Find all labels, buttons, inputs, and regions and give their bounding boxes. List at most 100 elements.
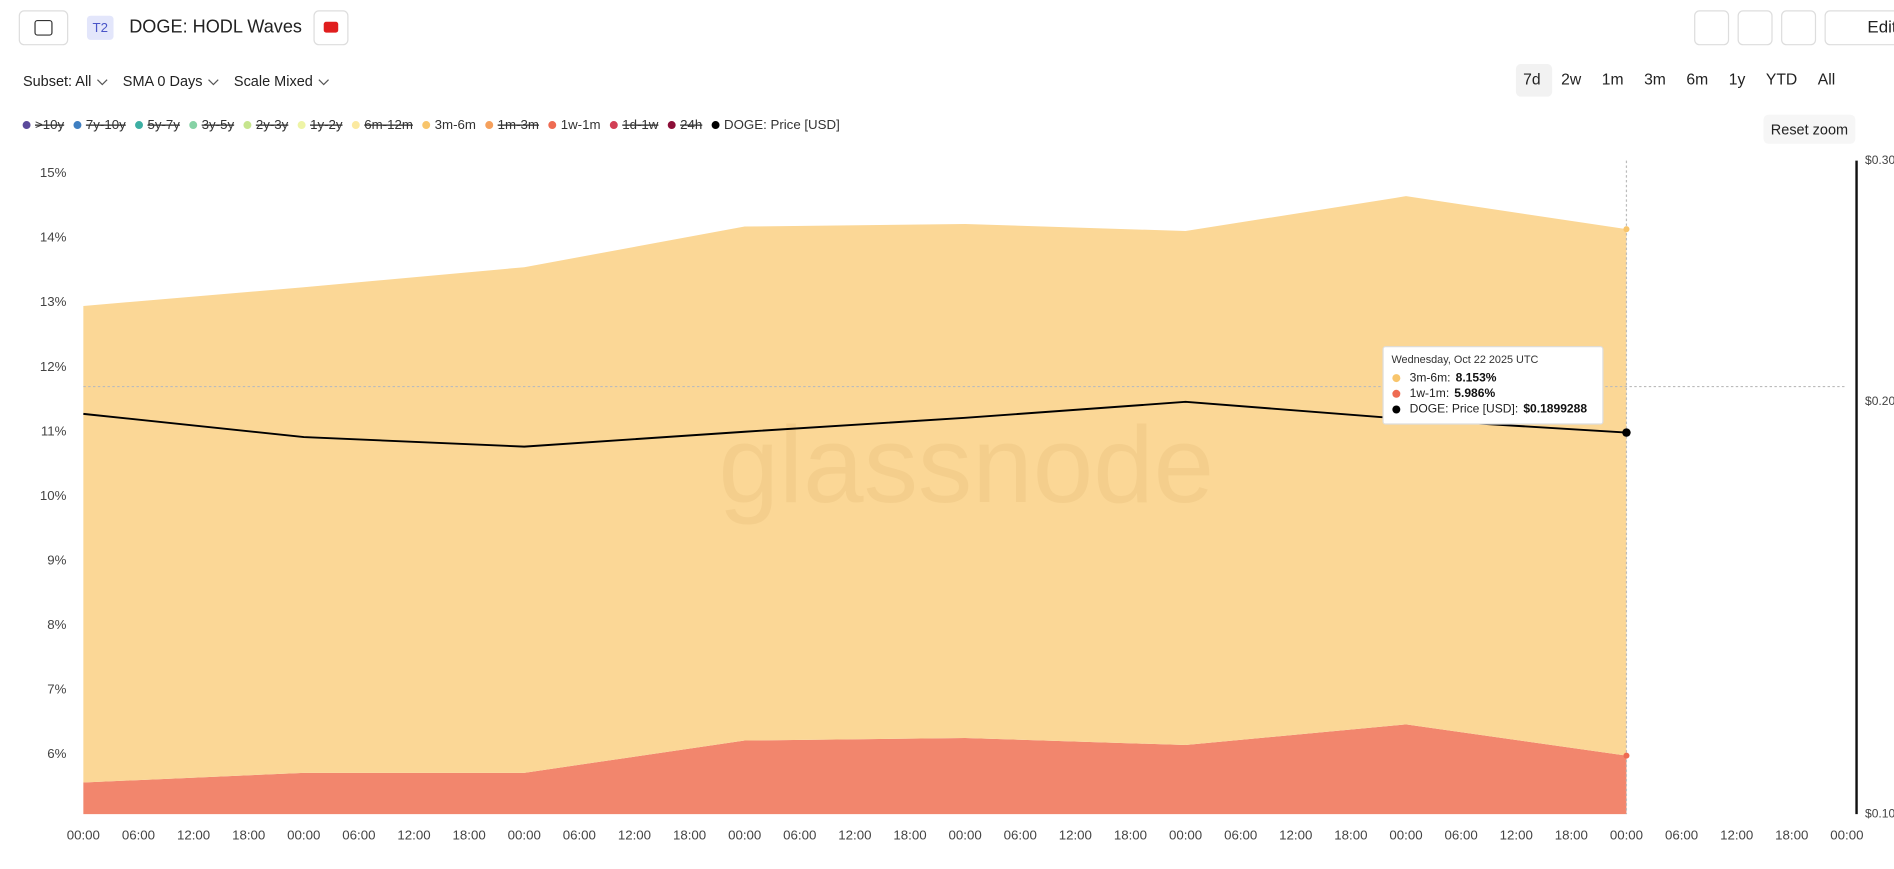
legend-dot: [351, 121, 360, 130]
legend-dot: [189, 121, 198, 130]
legend-item[interactable]: 1m-3m: [498, 117, 539, 132]
legend-item[interactable]: 1w-1m: [561, 117, 601, 132]
x-tick-label: 00:00: [1169, 827, 1202, 842]
x-tick-label: 06:00: [1004, 827, 1037, 842]
x-tick-label: 06:00: [122, 827, 155, 842]
tooltip-value: 5.986%: [1454, 386, 1495, 400]
hover-dot: [1622, 428, 1631, 437]
star-button[interactable]: [1694, 10, 1730, 46]
edit-button[interactable]: [1824, 10, 1894, 46]
x-tick-label: 00:00: [949, 827, 982, 842]
x-tick-label: 06:00: [783, 827, 816, 842]
range-button[interactable]: All: [1818, 71, 1835, 88]
legend-item[interactable]: 1d-1w: [622, 117, 659, 132]
x-tick-label: 06:00: [1224, 827, 1257, 842]
x-tick-label: 06:00: [563, 827, 596, 842]
x-tick-label: 06:00: [1445, 827, 1478, 842]
range-button[interactable]: 3m: [1644, 71, 1666, 88]
tooltip-name: 3m-6m: [1410, 370, 1448, 384]
x-tick-label: 12:00: [397, 827, 430, 842]
legend-item[interactable]: >10y: [35, 117, 65, 132]
x-tick-label: 18:00: [232, 827, 265, 842]
range-button[interactable]: 1y: [1729, 71, 1746, 88]
area: [83, 196, 1627, 783]
x-tick-label: 12:00: [618, 827, 651, 842]
legend-dot: [711, 121, 720, 130]
x-tick-label: 00:00: [1610, 827, 1643, 842]
legend-dot: [422, 121, 431, 130]
x-tick-label: 00:00: [1389, 827, 1422, 842]
y-tick-label: 12%: [40, 359, 67, 374]
range-button[interactable]: 2w: [1561, 71, 1582, 88]
range-button[interactable]: 7d: [1523, 71, 1540, 88]
y-tick-label: 10%: [40, 488, 67, 503]
tooltip: Wednesday, Oct 22 2025 UTC3m-6m:8.153%1w…: [1382, 346, 1604, 425]
x-tick-label: 18:00: [1114, 827, 1147, 842]
legend-item[interactable]: DOGE: Price [USD]: [724, 117, 840, 132]
control[interactable]: Scale Mixed: [234, 74, 313, 90]
tooltip-dot: [1392, 389, 1401, 398]
control[interactable]: Subset: All: [23, 74, 91, 90]
legend-dot: [22, 121, 31, 130]
legend-dot: [73, 121, 82, 130]
y2-tick-label: $0.20: [1865, 394, 1894, 408]
x-tick-label: 12:00: [177, 827, 210, 842]
area: [83, 724, 1627, 815]
legend-dot: [297, 121, 306, 130]
share-button[interactable]: [1737, 10, 1773, 46]
legend-item[interactable]: 3m-6m: [435, 117, 476, 132]
legend-item[interactable]: 6m-12m: [364, 117, 413, 132]
sidebar-button[interactable]: [18, 10, 69, 46]
legend-item[interactable]: 3y-5y: [202, 117, 235, 132]
y2-tick-label: $0.30: [1865, 153, 1894, 167]
tooltip-colon: :: [1447, 370, 1450, 384]
control[interactable]: SMA 0 Days: [123, 74, 203, 90]
x-tick-label: 18:00: [453, 827, 486, 842]
reset-zoom[interactable]: Reset zoom: [1771, 122, 1848, 138]
x-tick-label: 12:00: [1720, 827, 1753, 842]
watermark: glassnode: [719, 405, 1215, 526]
range-button[interactable]: 1m: [1602, 71, 1624, 88]
y-tick-label: 14%: [40, 230, 67, 245]
tooltip-dot: [1392, 405, 1401, 414]
x-tick-label: 18:00: [893, 827, 926, 842]
tooltip-dot: [1392, 374, 1401, 383]
legend-item[interactable]: 1y-2y: [310, 117, 343, 132]
legend-dot: [548, 121, 557, 130]
chevron: [97, 79, 108, 86]
legend-item[interactable]: 7y-10y: [86, 117, 126, 132]
copy-button[interactable]: [1781, 10, 1817, 46]
x-tick-label: 06:00: [1665, 827, 1698, 842]
chevron: [208, 79, 219, 86]
badge: T2: [93, 20, 108, 35]
tooltip-value: $0.1899288: [1523, 402, 1587, 416]
tooltip-name: 1w-1m: [1410, 386, 1446, 400]
reset-zoom-button[interactable]: [1763, 114, 1856, 144]
chevron: [318, 79, 329, 86]
badge-bg: [86, 15, 114, 40]
x-tick-label: 00:00: [1830, 827, 1863, 842]
legend-item[interactable]: 24h: [680, 117, 702, 132]
tooltip-colon: :: [1446, 386, 1449, 400]
tooltip-colon: :: [1515, 402, 1518, 416]
page-title: DOGE: HODL Waves: [129, 17, 302, 37]
tooltip-value: 8.153%: [1456, 370, 1497, 384]
legend-item[interactable]: 5y-7y: [147, 117, 180, 132]
range-button[interactable]: YTD: [1766, 71, 1797, 88]
legend-dot: [667, 121, 676, 130]
x-tick-label: 00:00: [287, 827, 320, 842]
youtube-icon: [323, 21, 339, 33]
x-tick-label: 18:00: [673, 827, 706, 842]
y-tick-label: 9%: [47, 553, 66, 568]
hover-dot: [1623, 752, 1630, 759]
legend-dot: [135, 121, 144, 130]
range-active: [1515, 64, 1553, 97]
range-button[interactable]: 6m: [1686, 71, 1708, 88]
x-tick-label: 00:00: [67, 827, 100, 842]
y-tick-label: 7%: [47, 682, 66, 697]
legend-item[interactable]: 2y-3y: [256, 117, 289, 132]
y-tick-label: 11%: [41, 423, 67, 438]
x-tick-label: 00:00: [508, 827, 541, 842]
